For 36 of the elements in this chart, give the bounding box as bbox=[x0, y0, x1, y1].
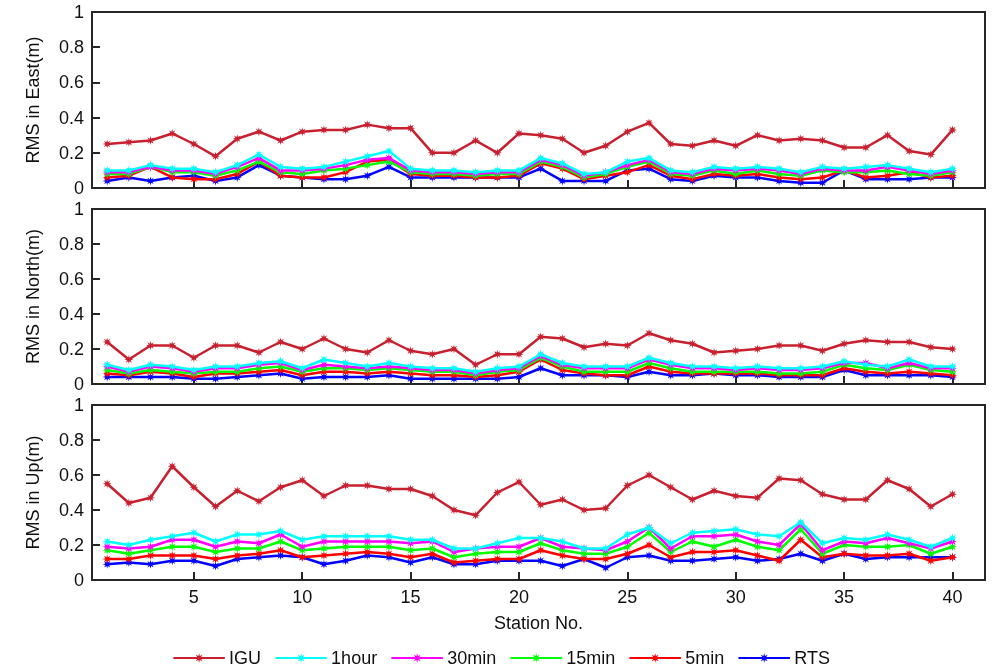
y-tick-label: 0 bbox=[73, 570, 84, 590]
x-tick-label: 40 bbox=[942, 587, 963, 607]
y-tick-label: 0.8 bbox=[58, 430, 84, 450]
x-tick-label: 5 bbox=[188, 587, 199, 607]
x-axis-title: Station No. bbox=[493, 613, 584, 633]
y-axis-title: RMS in Up(m) bbox=[23, 435, 43, 550]
x-tick-label: 15 bbox=[400, 587, 421, 607]
y-tick-label: 0.4 bbox=[58, 107, 84, 128]
y-tick-label: 1 bbox=[73, 2, 84, 22]
y-tick-label: 1 bbox=[73, 395, 84, 415]
x-tick-label: 35 bbox=[834, 587, 855, 607]
y-tick-label: 0.2 bbox=[58, 142, 84, 163]
x-tick-label: 10 bbox=[292, 587, 313, 607]
y-tick-label: 0.4 bbox=[58, 304, 84, 324]
y-tick-label: 0.6 bbox=[58, 465, 84, 485]
y-tick-label: 0.8 bbox=[58, 234, 84, 254]
y-tick-label: 0.6 bbox=[58, 269, 84, 289]
y-tick-label: 0 bbox=[73, 178, 84, 198]
legend-label: 1hour bbox=[331, 648, 378, 668]
y-axis-title: RMS in East(m) bbox=[23, 36, 43, 164]
legend-label: 30min bbox=[447, 648, 497, 668]
y-tick-label: 1 bbox=[73, 199, 84, 219]
legend-label: RTS bbox=[794, 648, 830, 668]
x-tick-label: 30 bbox=[725, 587, 746, 607]
legend-label: 15min bbox=[566, 648, 616, 668]
x-tick-label: 20 bbox=[508, 587, 530, 607]
y-tick-label: 0.6 bbox=[58, 72, 84, 93]
y-tick-label: 0.2 bbox=[58, 339, 84, 359]
y-tick-label: 0.4 bbox=[58, 500, 84, 520]
legend-label: 5min bbox=[685, 648, 725, 668]
legend-label: IGU bbox=[229, 648, 262, 668]
y-tick-label: 0 bbox=[73, 374, 84, 394]
x-tick-label: 25 bbox=[617, 587, 638, 607]
y-tick-label: 0.2 bbox=[58, 535, 84, 555]
y-tick-label: 0.8 bbox=[58, 37, 84, 58]
y-axis-title: RMS in North(m) bbox=[23, 228, 43, 365]
